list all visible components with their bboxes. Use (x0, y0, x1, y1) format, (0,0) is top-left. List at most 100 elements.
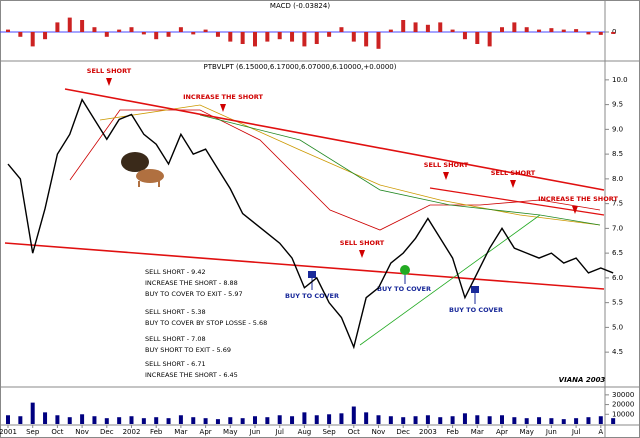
bar (302, 32, 307, 47)
bar (462, 413, 467, 424)
bar (549, 418, 554, 424)
bar (240, 418, 245, 424)
bar (290, 32, 295, 42)
x-tick-label: Dec (396, 428, 410, 436)
annotation: SELL SHORT (491, 169, 536, 177)
bar (314, 32, 319, 44)
moving-average (99, 104, 601, 226)
bar (191, 32, 196, 35)
x-tick-label: Nov (75, 428, 89, 436)
bar (43, 32, 48, 40)
bar (92, 416, 97, 424)
bar (574, 29, 579, 32)
x-tick-label: 2002 (123, 428, 141, 436)
bar (388, 416, 393, 424)
x-tick-label: Aug (298, 428, 312, 436)
bar (203, 29, 208, 32)
x-tick-label: A (598, 428, 603, 436)
note: BUY SHORT TO EXIT - 5.69 (145, 346, 231, 354)
bar (203, 418, 208, 424)
bar (475, 415, 480, 424)
bar (413, 416, 418, 424)
annotation: SELL SHORT (424, 161, 469, 169)
bar (80, 414, 85, 424)
bar (475, 32, 480, 44)
note: SELL SHORT - 9.42 (145, 268, 206, 276)
bar (500, 415, 504, 424)
y-tick-label: 10.0 (612, 76, 628, 84)
bar (18, 416, 23, 424)
bar (487, 416, 492, 424)
x-tick-label: Mar (174, 428, 187, 436)
bar (277, 415, 282, 424)
bar (364, 32, 369, 47)
bar (376, 32, 381, 49)
bar (92, 27, 97, 32)
y-tick-label: 7.0 (612, 224, 623, 232)
bar (351, 406, 356, 424)
bar (425, 415, 430, 424)
bar (6, 29, 10, 32)
x-tick-label: Oct (51, 428, 63, 436)
macd-title: MACD (-0.03824) (270, 2, 330, 10)
bar (55, 415, 60, 424)
bar (586, 32, 591, 35)
x-tick-label: 2003 (419, 428, 437, 436)
x-tick-label: Feb (150, 428, 163, 436)
bar (549, 28, 554, 32)
bar (141, 418, 146, 424)
bar (265, 32, 270, 42)
bar (30, 32, 35, 47)
y-tick-label: 6.5 (612, 249, 623, 257)
bar (18, 32, 23, 37)
bar (117, 417, 122, 424)
note: BUY TO COVER BY STOP LOSSE - 5.68 (145, 319, 267, 327)
bar (117, 29, 122, 32)
bar (129, 27, 134, 32)
x-tick-label: May (519, 428, 533, 436)
bar (586, 417, 591, 424)
bar (450, 29, 455, 32)
bar (598, 416, 603, 424)
bar (561, 29, 566, 32)
x-tick-label: May (223, 428, 237, 436)
bar (104, 418, 109, 424)
bar (598, 32, 603, 35)
bar (351, 32, 356, 42)
price-line (7, 98, 614, 350)
x-tick-label: Oct (348, 428, 360, 436)
bar (141, 32, 146, 35)
bar (154, 417, 159, 424)
x-tick-label: Jul (274, 428, 284, 436)
bar (388, 29, 393, 32)
y-tick-label: 6.0 (612, 274, 623, 282)
bar (67, 17, 72, 32)
bar (80, 20, 85, 32)
note: INCREASE THE SHORT - 8.88 (145, 279, 238, 287)
annotation: SELL SHORT (340, 239, 385, 247)
annotation: INCREASE THE SHORT (538, 195, 618, 203)
bar (524, 27, 529, 32)
bar (253, 32, 257, 47)
x-tick-label: Jul (571, 428, 581, 436)
bar (178, 27, 183, 32)
bar (512, 22, 517, 32)
bar (43, 412, 48, 424)
annotation: INCREASE THE SHORT (183, 93, 263, 101)
x-tick-label: Feb (446, 428, 459, 436)
bar (129, 416, 134, 424)
bar (425, 24, 430, 32)
bar (314, 415, 319, 424)
y-tick-label: 8.5 (612, 150, 623, 158)
bar (240, 32, 245, 44)
x-tick-label: Nov (372, 428, 386, 436)
annotation: BUY TO COVER (285, 292, 339, 300)
note: INCREASE THE SHORT - 6.45 (145, 371, 238, 379)
bar (364, 412, 369, 424)
bar (524, 418, 529, 424)
bar (450, 416, 455, 424)
x-tick-label: Apr (496, 428, 508, 436)
bar (30, 402, 35, 424)
annotation: BUY TO COVER (377, 285, 431, 293)
y-tick-label: 4.5 (612, 348, 623, 356)
